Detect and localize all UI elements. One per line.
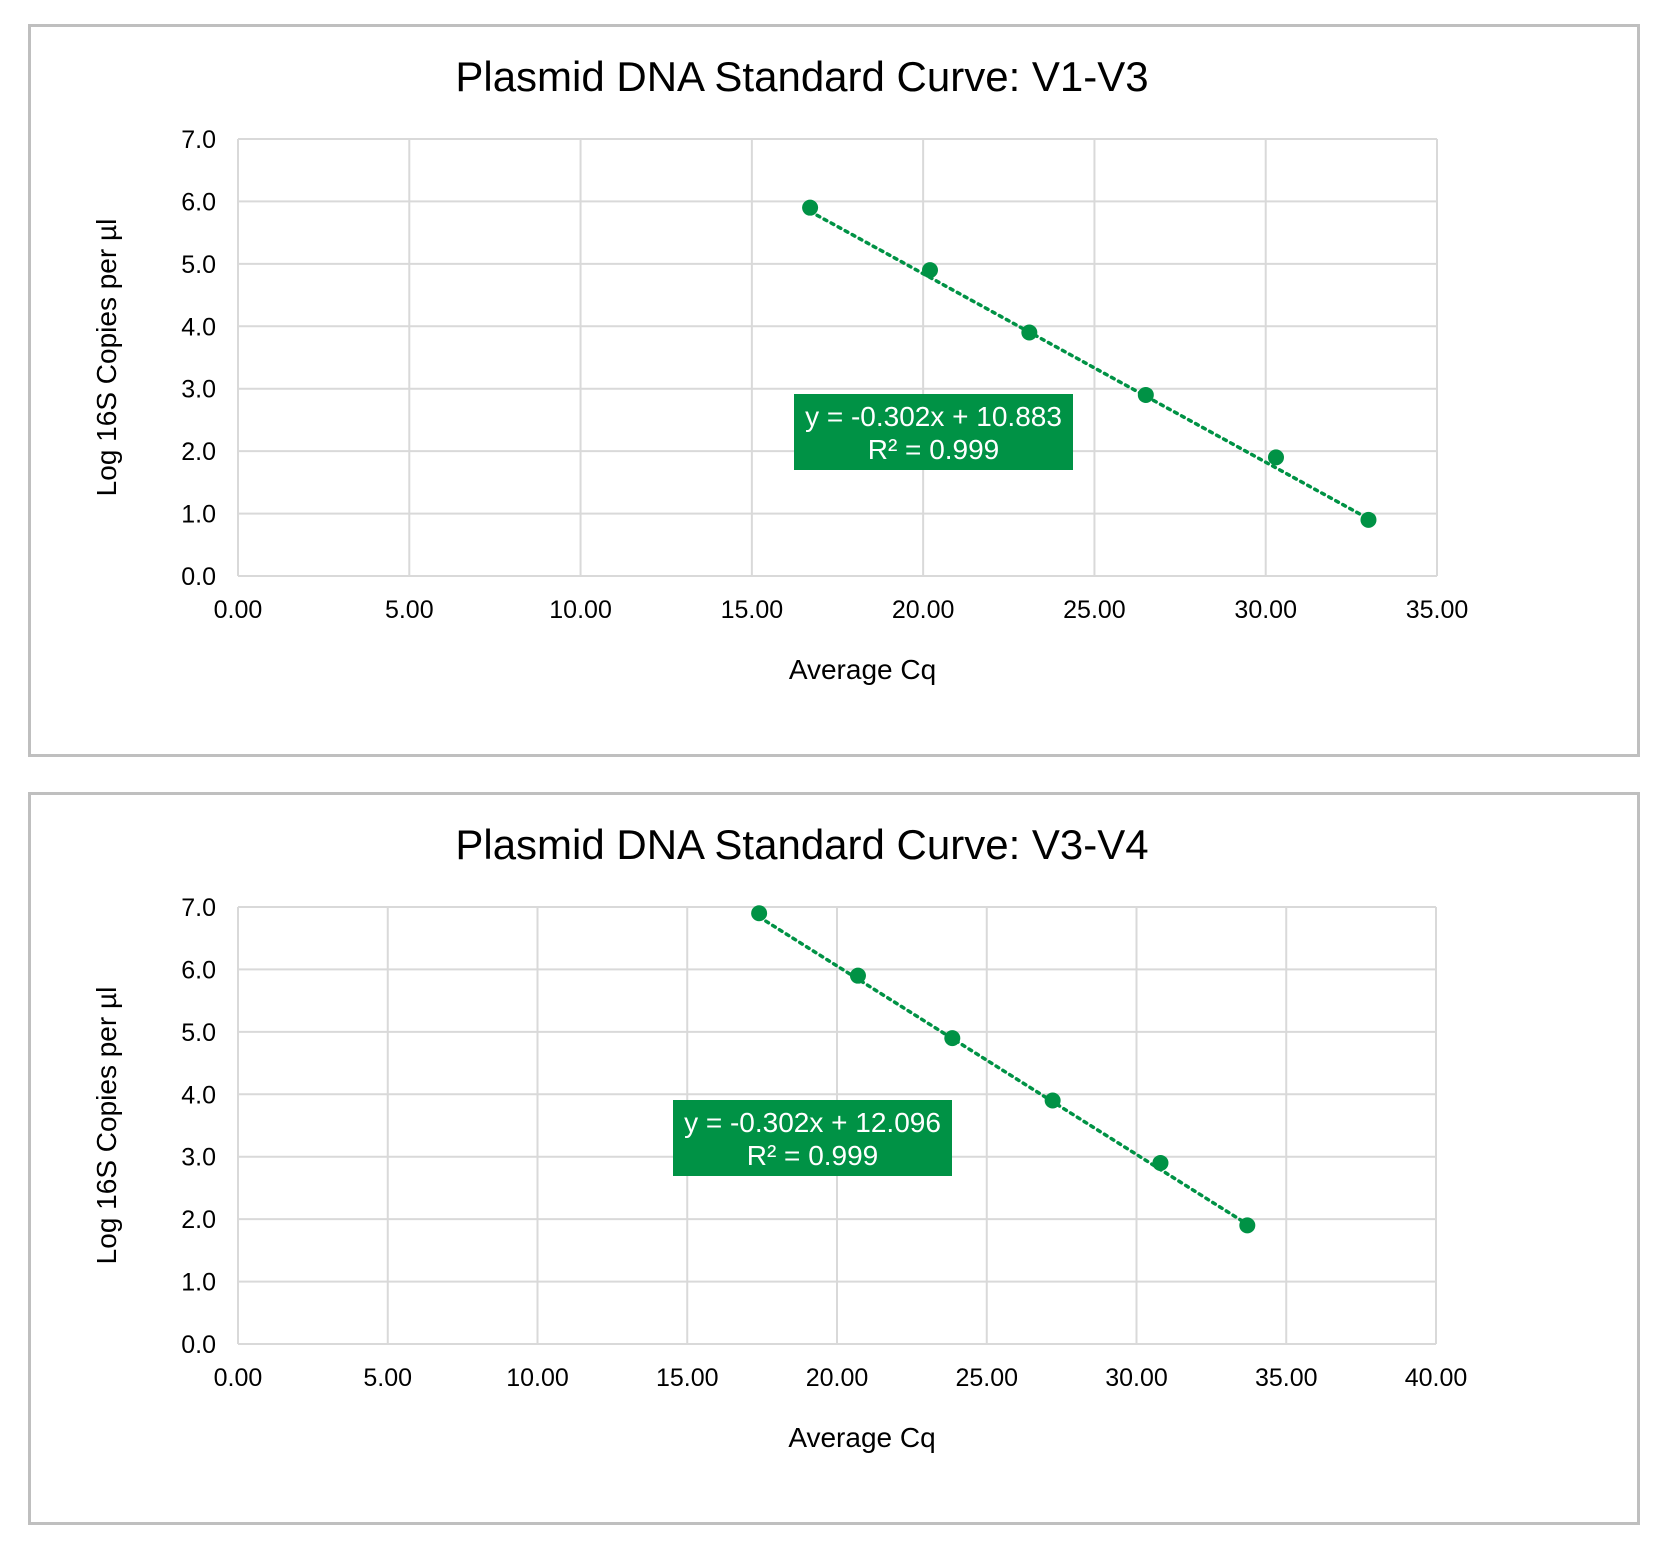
x-tick-label: 25.00	[1063, 596, 1126, 624]
y-axis-label: Log 16S Copies per µl	[91, 219, 122, 497]
y-tick-label: 3.0	[181, 376, 216, 404]
y-tick-label: 4.0	[181, 313, 216, 341]
data-point	[1021, 324, 1038, 341]
y-tick-label: 0.0	[181, 1331, 216, 1359]
x-tick-label: 10.00	[549, 596, 612, 624]
data-point	[921, 262, 938, 279]
x-tick-label: 20.00	[806, 1364, 869, 1392]
trendline-r-squared: R² = 0.999	[868, 434, 1000, 465]
x-tick-label: 5.00	[363, 1364, 412, 1392]
chart-svg-v3-v4: Plasmid DNA Standard Curve: V3-V4 0.00 5.0…	[91, 821, 1468, 1453]
data-point	[1137, 386, 1154, 403]
y-tick-label: 6.0	[181, 956, 216, 984]
trendline-equation-box	[673, 1100, 952, 1176]
trendline-r-squared: R² = 0.999	[747, 1140, 879, 1171]
x-tick-label: 25.00	[955, 1364, 1018, 1392]
chart-panel-v1-v3: Plasmid DNA Standard Curve: V1-V3 0.00 5.0…	[28, 24, 1640, 757]
x-tick-label: 0.00	[214, 1364, 263, 1392]
x-tick-label: 15.00	[656, 1364, 719, 1392]
data-point	[849, 967, 866, 984]
y-axis-label: Log 16S Copies per µl	[91, 987, 122, 1265]
data-point	[1360, 511, 1377, 528]
y-tick-label: 2.0	[181, 438, 216, 466]
data-point	[1152, 1154, 1169, 1171]
chart-title: Plasmid DNA Standard Curve: V1-V3	[455, 53, 1148, 100]
chart-title: Plasmid DNA Standard Curve: V3-V4	[455, 821, 1148, 868]
trendline-equation: y = -0.302x + 10.883	[805, 401, 1062, 432]
x-tick-label: 40.00	[1405, 1364, 1468, 1392]
y-tick-label: 7.0	[181, 126, 216, 154]
trendline-equation-box	[794, 394, 1073, 470]
x-tick-label: 30.00	[1105, 1364, 1168, 1392]
chart-svg-v1-v3: Plasmid DNA Standard Curve: V1-V3 0.00 5.0…	[91, 53, 1469, 685]
y-tick-label: 7.0	[181, 894, 216, 922]
x-axis-label: Average Cq	[788, 1422, 935, 1453]
x-tick-label: 35.00	[1406, 596, 1469, 624]
y-tick-label: 4.0	[181, 1081, 216, 1109]
x-tick-label: 35.00	[1255, 1364, 1318, 1392]
data-point	[944, 1030, 961, 1047]
data-point	[1267, 449, 1284, 466]
data-point	[751, 905, 768, 922]
y-tick-label: 1.0	[181, 1269, 216, 1297]
y-tick-label: 1.0	[181, 501, 216, 529]
x-tick-label: 5.00	[385, 596, 434, 624]
trendline-equation: y = -0.302x + 12.096	[684, 1107, 941, 1138]
data-point	[802, 199, 819, 216]
x-tick-label: 20.00	[892, 596, 955, 624]
y-tick-label: 0.0	[181, 563, 216, 591]
y-tick-label: 5.0	[181, 1019, 216, 1047]
chart-panel-v3-v4: Plasmid DNA Standard Curve: V3-V4 0.00 5.0…	[28, 792, 1640, 1525]
x-tick-label: 15.00	[721, 596, 784, 624]
y-tick-label: 2.0	[181, 1206, 216, 1234]
trendline	[757, 915, 1250, 1226]
y-tick-label: 6.0	[181, 188, 216, 216]
trendline	[808, 209, 1371, 521]
data-point	[1239, 1217, 1256, 1234]
x-tick-label: 30.00	[1234, 596, 1297, 624]
y-tick-label: 3.0	[181, 1144, 216, 1172]
data-point	[1044, 1092, 1061, 1109]
y-tick-label: 5.0	[181, 251, 216, 279]
x-axis-label: Average Cq	[789, 654, 936, 685]
x-tick-label: 10.00	[506, 1364, 569, 1392]
x-tick-label: 0.00	[214, 596, 263, 624]
